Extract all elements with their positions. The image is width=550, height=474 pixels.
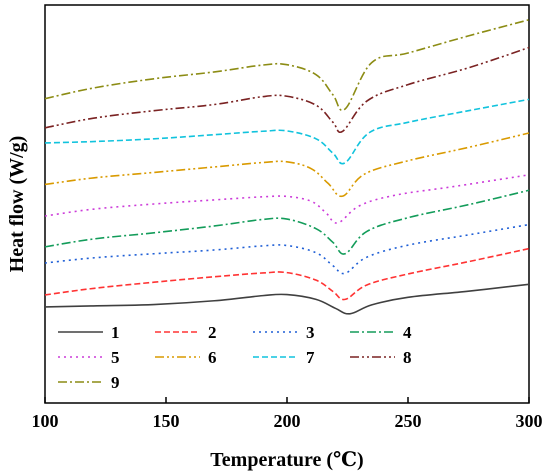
series-line-1 (44, 283, 530, 315)
x-tick-label: 150 (153, 411, 180, 431)
series-line-6 (44, 132, 530, 198)
y-axis-title: Heat flow (W/g) (6, 136, 28, 273)
legend: 1 2 3 4 5 6 7 8 9 (58, 323, 412, 392)
legend-label-1: 1 (111, 323, 120, 342)
series-line-3 (44, 223, 530, 275)
legend-label-5: 5 (111, 348, 120, 367)
legend-label-6: 6 (208, 348, 217, 367)
series-line-4 (44, 189, 530, 255)
series-line-8 (44, 46, 530, 133)
legend-label-4: 4 (403, 323, 412, 342)
legend-label-3: 3 (306, 323, 315, 342)
series-line-9 (44, 18, 530, 112)
x-axis-title: Temperature (℃) (210, 449, 363, 471)
x-axis: 100 150 200 250 300 (32, 397, 543, 431)
series-line-7 (44, 98, 530, 165)
legend-label-2: 2 (208, 323, 217, 342)
series-line-2 (44, 247, 530, 301)
x-tick-label: 100 (32, 411, 59, 431)
legend-label-8: 8 (403, 348, 412, 367)
x-tick-label: 300 (516, 411, 543, 431)
x-tick-label: 250 (395, 411, 422, 431)
x-tick-label: 200 (274, 411, 301, 431)
series-line-5 (44, 174, 530, 224)
legend-label-7: 7 (306, 348, 315, 367)
series-layer (44, 18, 530, 315)
legend-label-9: 9 (111, 373, 120, 392)
